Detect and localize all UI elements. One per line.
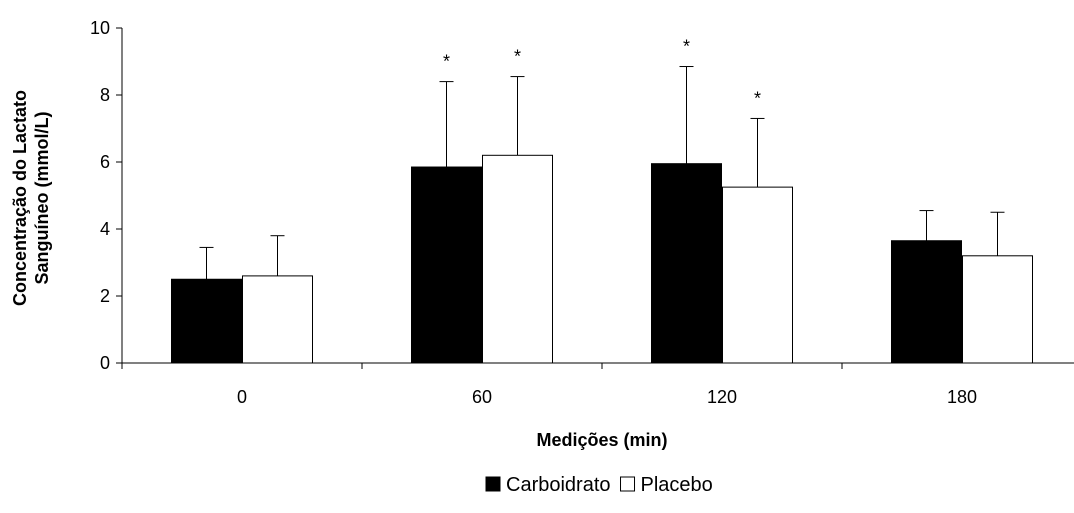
y-tick-label: 0 xyxy=(100,353,110,373)
x-tick-label: 180 xyxy=(947,387,977,407)
legend-label-carboidrato: Carboidrato xyxy=(506,474,611,496)
legend-swatch-placebo xyxy=(620,476,636,492)
legend-swatch-carboidrato xyxy=(485,476,501,492)
bar-carboidrato-180 xyxy=(891,240,962,364)
y-tick-label: 6 xyxy=(100,152,110,172)
bar-carboidrato-60 xyxy=(411,166,482,364)
x-axis-title: Medições (min) xyxy=(536,430,667,450)
y-axis-title-line-2: Sanguíneo (mmol/L) xyxy=(32,111,52,284)
bar-carboidrato-0 xyxy=(171,278,242,364)
legend: Carboidrato Placebo xyxy=(485,474,713,496)
legend-label-placebo: Placebo xyxy=(641,474,713,496)
x-axis-ticks: 0 60 120 180 xyxy=(121,363,977,407)
x-tick-label: 0 xyxy=(237,387,247,407)
y-tick-label: 2 xyxy=(100,286,110,306)
error-bars xyxy=(199,66,1005,280)
significance-star: * xyxy=(683,37,690,57)
bar-placebo-180 xyxy=(962,255,1033,364)
bar-carboidrato-120 xyxy=(651,163,722,364)
x-tick-label: 120 xyxy=(707,387,737,407)
bar-placebo-120 xyxy=(722,186,793,364)
x-tick-label: 60 xyxy=(472,387,492,407)
significance-star: * xyxy=(514,47,521,67)
bar-placebo-60 xyxy=(482,154,553,364)
bars xyxy=(171,154,1033,364)
y-tick-label: 10 xyxy=(90,18,110,38)
significance-markers: * * * * xyxy=(443,37,761,109)
significance-star: * xyxy=(443,52,450,72)
y-axis-title: Concentração do Lactato Sanguíneo (mmol/… xyxy=(10,90,52,306)
bar-placebo-0 xyxy=(242,275,313,364)
y-tick-label: 8 xyxy=(100,85,110,105)
y-axis-ticks: 0 2 4 6 8 10 xyxy=(90,18,122,373)
y-tick-label: 4 xyxy=(100,219,110,239)
significance-star: * xyxy=(754,88,761,108)
y-axis-title-line-1: Concentração do Lactato xyxy=(10,90,30,306)
